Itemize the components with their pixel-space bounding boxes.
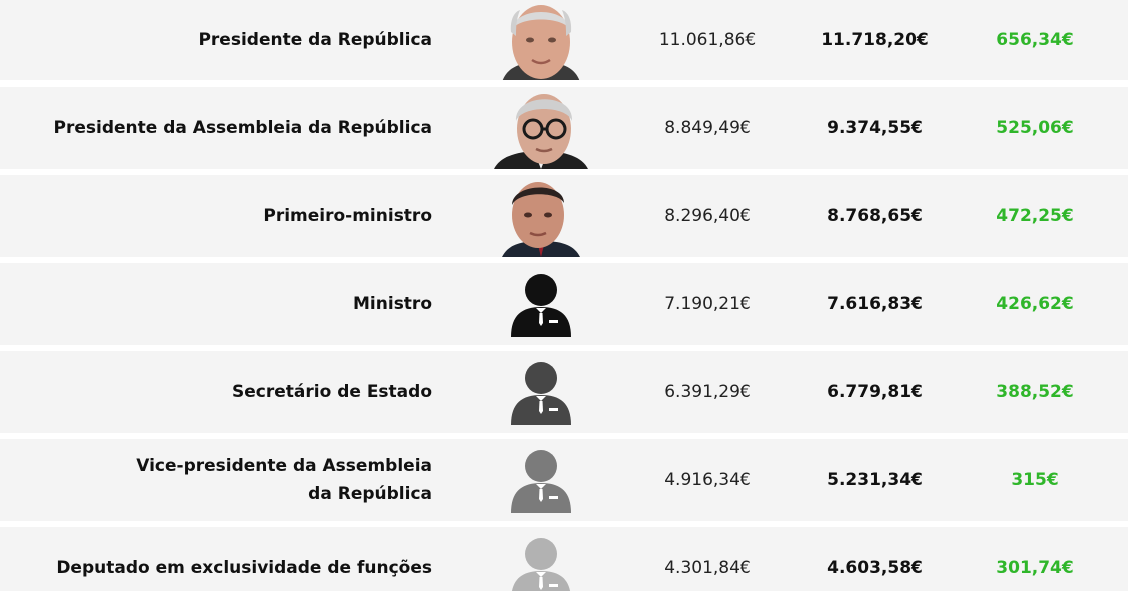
- salary-increase: 656,34€: [996, 30, 1074, 50]
- prime-minister-photo: [494, 175, 588, 257]
- table-row: Presidente da Assembleia da República 8.…: [0, 87, 1128, 169]
- salary-before: 4.916,34€: [664, 470, 751, 490]
- salary-before: 7.190,21€: [664, 294, 751, 314]
- role-label: Presidente da Assembleia da República: [53, 118, 432, 138]
- salary-increase: 525,06€: [996, 118, 1074, 138]
- table-row: Secretário de Estado 6.391,29€ 6.779,81€…: [0, 351, 1128, 433]
- president-photo: [494, 0, 588, 80]
- person-suit-icon: [494, 527, 588, 591]
- salary-increase: 426,62€: [996, 294, 1074, 314]
- table-row: Ministro 7.190,21€ 7.616,83€ 426,62€: [0, 263, 1128, 345]
- salary-increase: 472,25€: [996, 206, 1074, 226]
- salary-before: 8.849,49€: [664, 118, 751, 138]
- table-row: Deputado em exclusividade de funções 4.3…: [0, 527, 1128, 591]
- role-label: Ministro: [353, 294, 432, 314]
- role-label: Secretário de Estado: [232, 382, 432, 402]
- role-label: Presidente da República: [198, 30, 432, 50]
- role-label: Primeiro-ministro: [263, 206, 432, 226]
- role-label: Deputado em exclusividade de funções: [56, 558, 432, 578]
- person-suit-icon: [494, 439, 588, 521]
- salary-after: 4.603,58€: [827, 558, 923, 578]
- salary-increase: 388,52€: [996, 382, 1074, 402]
- assembly-president-photo: [494, 87, 588, 169]
- salary-after: 5.231,34€: [827, 470, 923, 490]
- salary-before: 6.391,29€: [664, 382, 751, 402]
- salary-after: 6.779,81€: [827, 382, 923, 402]
- table-row: Presidente da República 11.061,86€ 11.71…: [0, 0, 1128, 80]
- salary-after: 11.718,20€: [821, 30, 929, 50]
- person-suit-icon: [494, 351, 588, 433]
- salary-before: 11.061,86€: [658, 30, 757, 50]
- salary-before: 4.301,84€: [664, 558, 751, 578]
- salary-before: 8.296,40€: [664, 206, 751, 226]
- salary-increase: 301,74€: [996, 558, 1074, 578]
- role-label: Vice-presidente da Assembleia da Repúbli…: [136, 456, 432, 504]
- person-suit-icon: [494, 263, 588, 345]
- table-row: Primeiro-ministro 8.296,40€ 8.768,65€ 47…: [0, 175, 1128, 257]
- salary-after: 9.374,55€: [827, 118, 923, 138]
- salary-after: 7.616,83€: [827, 294, 923, 314]
- salary-increase: 315€: [1011, 470, 1059, 490]
- salary-after: 8.768,65€: [827, 206, 923, 226]
- table-row: Vice-presidente da Assembleia da Repúbli…: [0, 439, 1128, 521]
